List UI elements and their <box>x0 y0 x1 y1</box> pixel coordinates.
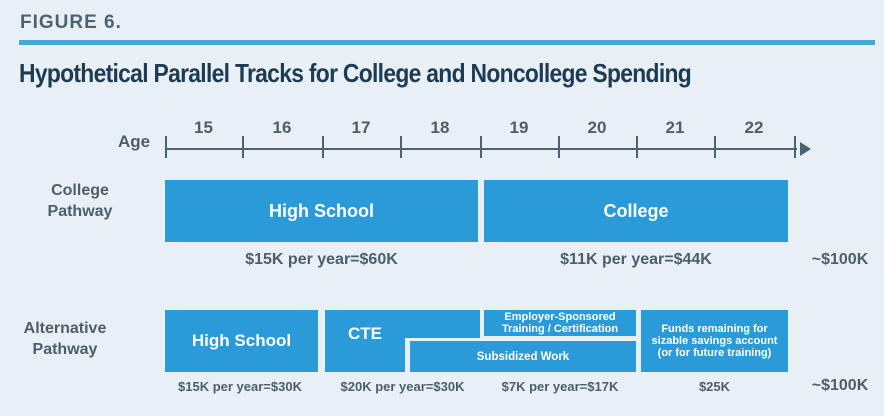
age-tick-label: 21 <box>665 118 685 137</box>
funds-cost: $25K <box>698 379 731 394</box>
header-rule <box>19 40 875 45</box>
age-tick-label: 15 <box>194 118 213 137</box>
employer-training-bar: Employer-Sponsored Training / Certificat… <box>484 310 636 336</box>
alternative-pathway-label: Alternative Pathway <box>10 318 120 360</box>
figure-label: FIGURE 6. <box>20 12 122 33</box>
axis-tick <box>714 136 716 158</box>
axis-tick <box>165 136 167 158</box>
savings-funds-bar: Funds remaining for sizable savings acco… <box>641 310 788 372</box>
college-hs-cost: $15K per year=$60K <box>245 251 398 268</box>
row-label-line: Pathway <box>47 203 113 220</box>
axis-tick <box>480 136 482 158</box>
bar-text-line: Funds remaining for <box>661 323 768 335</box>
age-tick-label: 18 <box>430 118 450 137</box>
bar-text-line: sizable savings account <box>651 335 778 347</box>
age-tick-label: 22 <box>744 118 764 137</box>
cte-cost: $20K per year=$30K <box>340 379 465 394</box>
row-label-line: Pathway <box>32 341 98 358</box>
axis-tick <box>242 136 244 158</box>
age-tick-label: 20 <box>587 118 607 137</box>
axis-label: Age <box>118 132 151 151</box>
college-bar: College <box>484 180 788 242</box>
axis-tick <box>794 136 796 158</box>
age-tick-label: 16 <box>272 118 292 137</box>
alt-hs-cost: $15K per year=$30K <box>178 379 302 394</box>
cte-bar: CTE <box>325 310 405 372</box>
axis-tick <box>400 136 402 158</box>
age-tick-label: 19 <box>509 118 529 137</box>
college-high-school-bar: High School <box>165 180 478 242</box>
college-cost: $11K per year=$44K <box>560 251 712 268</box>
figure-title: Hypothetical Parallel Tracks for College… <box>19 58 692 88</box>
alt-high-school-bar: High School <box>165 310 318 372</box>
bar-text-line: (or for future training) <box>657 347 772 359</box>
college-pathway-label: College Pathway <box>25 180 135 222</box>
axis-tick <box>636 136 638 158</box>
alternative-total: ~$100K <box>811 377 869 394</box>
age-tick-label: 17 <box>351 118 371 137</box>
row-label-line: College <box>51 182 109 199</box>
axis-arrow-icon <box>800 142 811 156</box>
axis-tick <box>322 136 324 158</box>
row-label-line: Alternative <box>23 320 107 337</box>
work-cost: $7K per year=$17K <box>501 379 619 394</box>
bar-text-line: Training / Certification <box>501 323 619 335</box>
axis-tick <box>558 136 560 158</box>
subsidized-work-bar: Subsidized Work <box>410 341 636 372</box>
bar-text-line: Employer-Sponsored <box>504 311 616 323</box>
college-total: ~$100K <box>811 251 869 268</box>
